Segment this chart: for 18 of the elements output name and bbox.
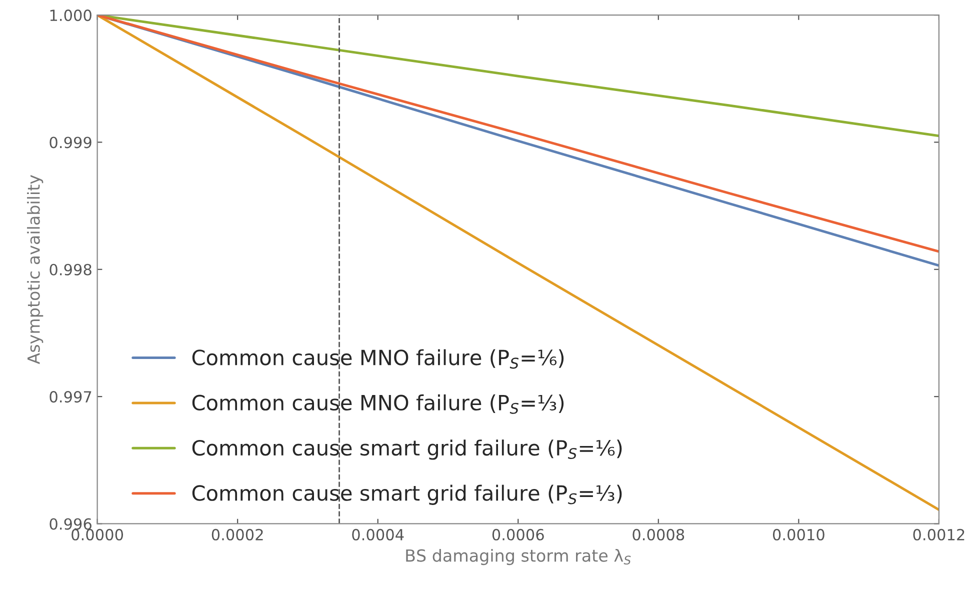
y-tick-label: 0.998: [50, 264, 92, 276]
y-tick-label: 1.000: [50, 10, 92, 22]
x-tick-label: 0.0012: [913, 528, 964, 540]
legend-label: Common cause smart grid failure (P$_{S}$=⅓): [192, 484, 622, 505]
y-tick-label: 0.996: [50, 518, 92, 530]
x-tick-label: 0.0004: [352, 528, 404, 540]
y-tick-label: 0.997: [50, 391, 92, 403]
x-tick-label: 0.0006: [492, 528, 544, 540]
y-axis-title: Asymptotic availability: [27, 175, 44, 364]
x-axis-title: BS damaging storm rate λ$_{S}$: [406, 548, 631, 566]
legend-label: Common cause MNO failure (P$_{S}$=⅓): [192, 394, 564, 414]
x-tick-label: 0.0008: [632, 528, 684, 540]
legend-label: Common cause MNO failure (P$_{S}$=⅙): [192, 349, 564, 369]
y-tick-label: 0.999: [50, 136, 92, 148]
legend-label: Common cause smart grid failure (P$_{S}$=⅙): [192, 440, 622, 460]
x-tick-label: 0.0010: [772, 528, 824, 540]
x-tick-label: 0.0002: [212, 528, 263, 540]
x-tick-label: 0.0000: [72, 528, 124, 540]
